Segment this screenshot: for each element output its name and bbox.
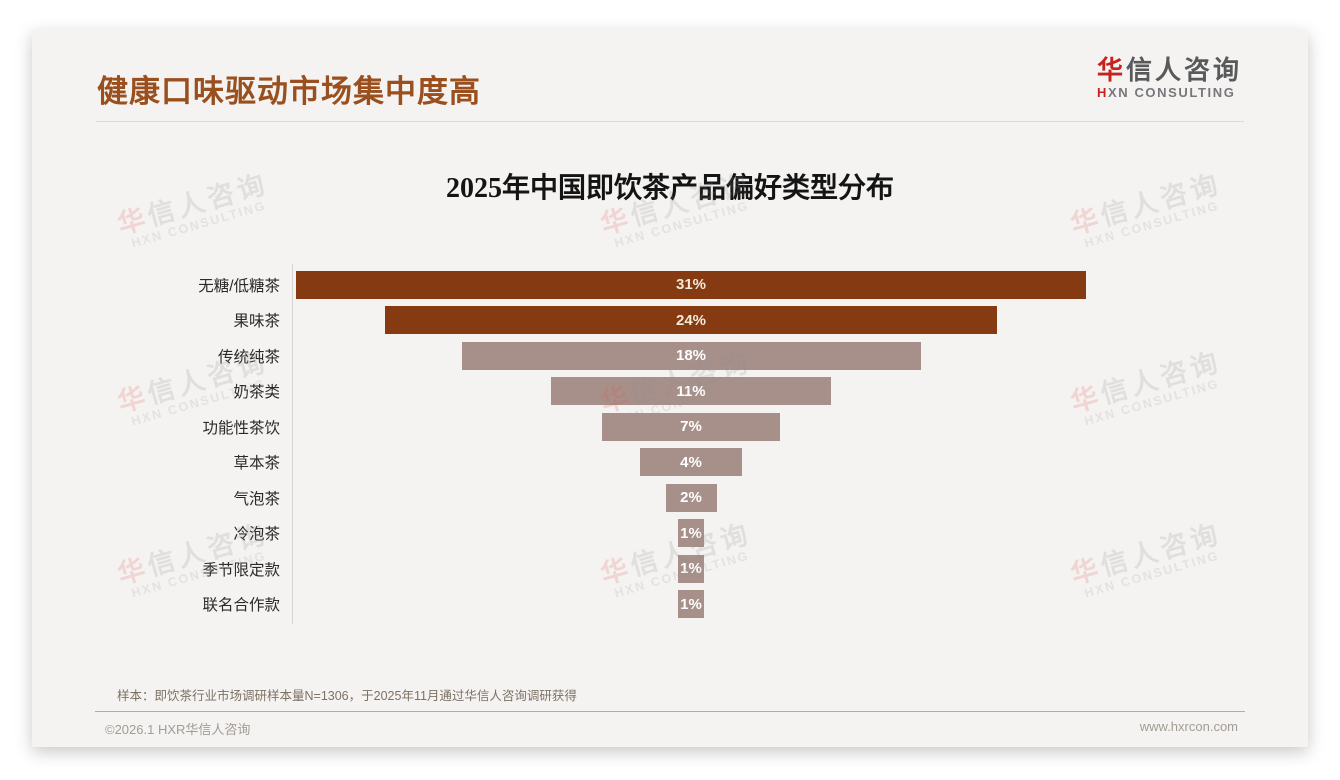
chart-row: 无糖/低糖茶 31%	[72, 267, 1090, 303]
category-label: 气泡茶	[233, 490, 280, 508]
category-label: 果味茶	[233, 313, 280, 331]
chart-axis-line	[292, 264, 293, 624]
company-logo: 华信人咨询 HXN CONSULTING	[1097, 56, 1242, 100]
category-label: 无糖/低糖茶	[198, 277, 280, 295]
chart-row: 气泡茶 2%	[72, 480, 1090, 516]
chart-row: 传统纯茶 18%	[72, 338, 1090, 374]
footer-divider	[95, 711, 1245, 712]
funnel-bar: 31%	[295, 270, 1087, 299]
funnel-bar: 24%	[385, 306, 997, 335]
sample-footnote: 样本：即饮茶行业市场调研样本量N=1306，于2025年11月通过华信人咨询调研…	[117, 689, 577, 703]
value-label: 4%	[680, 453, 702, 471]
slide-card: 健康口味驱动市场集中度高 华信人咨询 HXN CONSULTING 2025年中…	[32, 30, 1308, 747]
funnel-bar: 4%	[640, 448, 742, 477]
funnel-bar-chart: 无糖/低糖茶 31% 果味茶 24% 传统纯茶 18% 奶茶类 11% 功能性茶饮 7% 草本茶 4%…	[72, 267, 1090, 622]
category-label: 功能性茶饮	[202, 419, 280, 437]
value-label: 7%	[680, 418, 702, 436]
bar-track: 11%	[292, 377, 1090, 406]
title-divider	[96, 121, 1244, 122]
value-label: 18%	[675, 347, 707, 365]
funnel-bar: 11%	[550, 377, 832, 406]
category-label: 季节限定款	[202, 561, 280, 579]
logo-english-name: HXN CONSULTING	[1097, 85, 1242, 100]
logo-cn-rest: 信人咨询	[1125, 55, 1242, 85]
value-label: 11%	[676, 382, 706, 400]
chart-row: 功能性茶饮 7%	[72, 409, 1090, 445]
footer-website: www.hxrcon.com	[1139, 719, 1238, 734]
funnel-bar: 1%	[678, 519, 704, 548]
category-label: 冷泡茶	[233, 526, 280, 544]
bar-track: 1%	[292, 590, 1090, 619]
value-label: 2%	[680, 489, 702, 507]
bar-track: 1%	[292, 519, 1090, 548]
category-label: 联名合作款	[202, 597, 280, 615]
funnel-bar: 1%	[678, 554, 704, 583]
bar-track: 31%	[292, 270, 1090, 299]
chart-row: 季节限定款 1%	[72, 551, 1090, 587]
chart-row: 奶茶类 11%	[72, 374, 1090, 410]
chart-row: 果味茶 24%	[72, 303, 1090, 339]
value-label: 1%	[680, 560, 702, 578]
chart-row: 草本茶 4%	[72, 445, 1090, 481]
chart-row: 联名合作款 1%	[72, 587, 1090, 623]
logo-cn-red: 华	[1096, 55, 1126, 85]
category-label: 奶茶类	[233, 384, 280, 402]
value-label: 31%	[675, 276, 707, 294]
logo-en-rest: XN CONSULTING	[1107, 84, 1236, 100]
chart-row: 冷泡茶 1%	[72, 516, 1090, 552]
category-label: 草本茶	[233, 455, 280, 473]
funnel-bar: 1%	[678, 590, 704, 619]
funnel-bar: 7%	[601, 412, 781, 441]
category-label: 传统纯茶	[217, 348, 280, 366]
footer-copyright: ©2026.1 HXR华信人咨询	[105, 722, 251, 737]
value-label: 1%	[680, 595, 702, 613]
logo-en-red: H	[1096, 84, 1108, 100]
bar-track: 7%	[292, 412, 1090, 441]
bar-track: 18%	[292, 341, 1090, 370]
page-title: 健康口味驱动市场集中度高	[97, 74, 481, 109]
funnel-bar: 2%	[665, 483, 717, 512]
bar-track: 2%	[292, 483, 1090, 512]
logo-chinese-name: 华信人咨询	[1097, 56, 1242, 85]
bar-track: 4%	[292, 448, 1090, 477]
funnel-bar: 18%	[461, 341, 921, 370]
bar-track: 1%	[292, 554, 1090, 583]
value-label: 1%	[680, 524, 702, 542]
value-label: 24%	[675, 311, 707, 329]
chart-title: 2025年中国即饮茶产品偏好类型分布	[445, 173, 894, 204]
bar-track: 24%	[292, 306, 1090, 335]
